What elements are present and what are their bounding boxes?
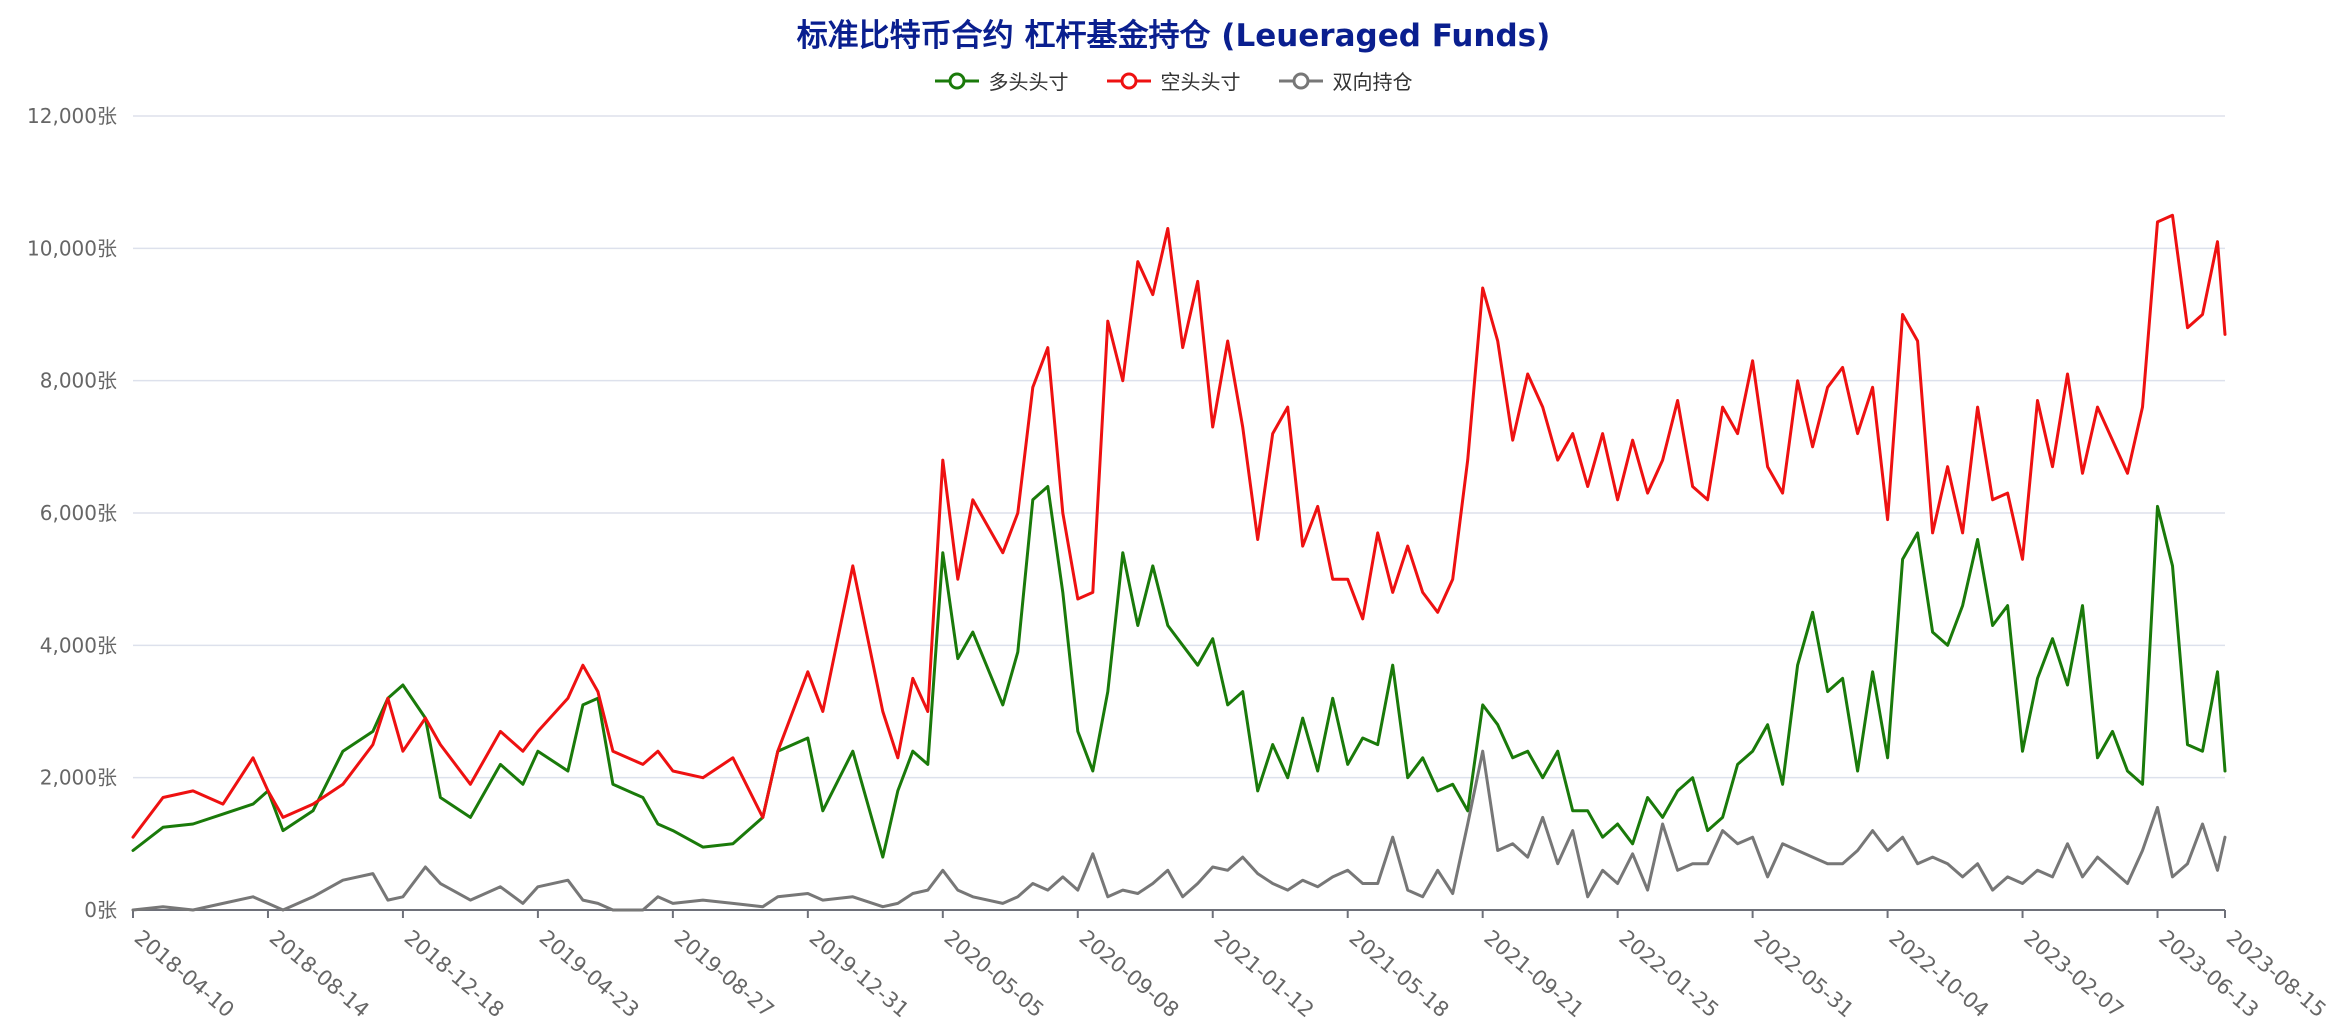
legend-label-long: 多头头寸 bbox=[988, 70, 1069, 94]
y-tick-label: 4,000张 bbox=[40, 633, 117, 657]
x-tick-label: 2021-05-18 bbox=[1344, 925, 1453, 1022]
x-tick-label: 2019-04-23 bbox=[535, 925, 644, 1022]
y-tick-label: 0张 bbox=[84, 898, 117, 922]
series-line-0 bbox=[131, 485, 2227, 859]
x-tick-label: 2022-05-31 bbox=[1749, 925, 1858, 1022]
x-tick-label: 2019-12-31 bbox=[805, 925, 914, 1022]
x-tick-label: 2018-12-18 bbox=[400, 925, 509, 1022]
legend-label-spread: 双向持仓 bbox=[1332, 70, 1413, 94]
x-tick-label: 2020-05-05 bbox=[940, 925, 1049, 1022]
legend-swatch-spread bbox=[1278, 72, 1323, 89]
x-tick-label: 2023-02-07 bbox=[2019, 925, 2128, 1022]
x-tick-label: 2021-09-21 bbox=[1479, 925, 1588, 1022]
x-tick-label: 2022-10-04 bbox=[1884, 925, 1993, 1022]
legend-swatch-long bbox=[934, 72, 979, 89]
x-tick-label: 2019-08-27 bbox=[670, 925, 779, 1022]
legend-label-short: 空头头寸 bbox=[1160, 70, 1241, 94]
series-line-2 bbox=[131, 749, 2227, 912]
series-line-1 bbox=[131, 213, 2227, 839]
y-tick-label: 12,000张 bbox=[27, 104, 117, 128]
legend-item-long[interactable]: 多头头寸 bbox=[934, 66, 1069, 95]
legend-swatch-short bbox=[1106, 72, 1151, 89]
y-tick-label: 2,000张 bbox=[40, 766, 117, 790]
legend-item-spread[interactable]: 双向持仓 bbox=[1278, 66, 1413, 95]
x-tick-label: 2018-08-14 bbox=[265, 925, 374, 1022]
y-tick-label: 8,000张 bbox=[40, 369, 117, 393]
legend: 多头头寸 空头头寸 双向持仓 bbox=[0, 66, 2347, 95]
legend-item-short[interactable]: 空头头寸 bbox=[1106, 66, 1241, 95]
x-tick-label: 2022-01-25 bbox=[1614, 925, 1723, 1022]
chart-title: 标准比特币合约 杠杆基金持仓 (Leueraged Funds) bbox=[796, 18, 1551, 54]
x-tick-label: 2018-04-10 bbox=[130, 925, 239, 1022]
y-tick-label: 6,000张 bbox=[40, 501, 117, 525]
x-tick-label: 2021-01-12 bbox=[1210, 925, 1319, 1022]
y-tick-label: 10,000张 bbox=[27, 236, 117, 260]
x-tick-label: 2020-09-08 bbox=[1075, 925, 1184, 1022]
